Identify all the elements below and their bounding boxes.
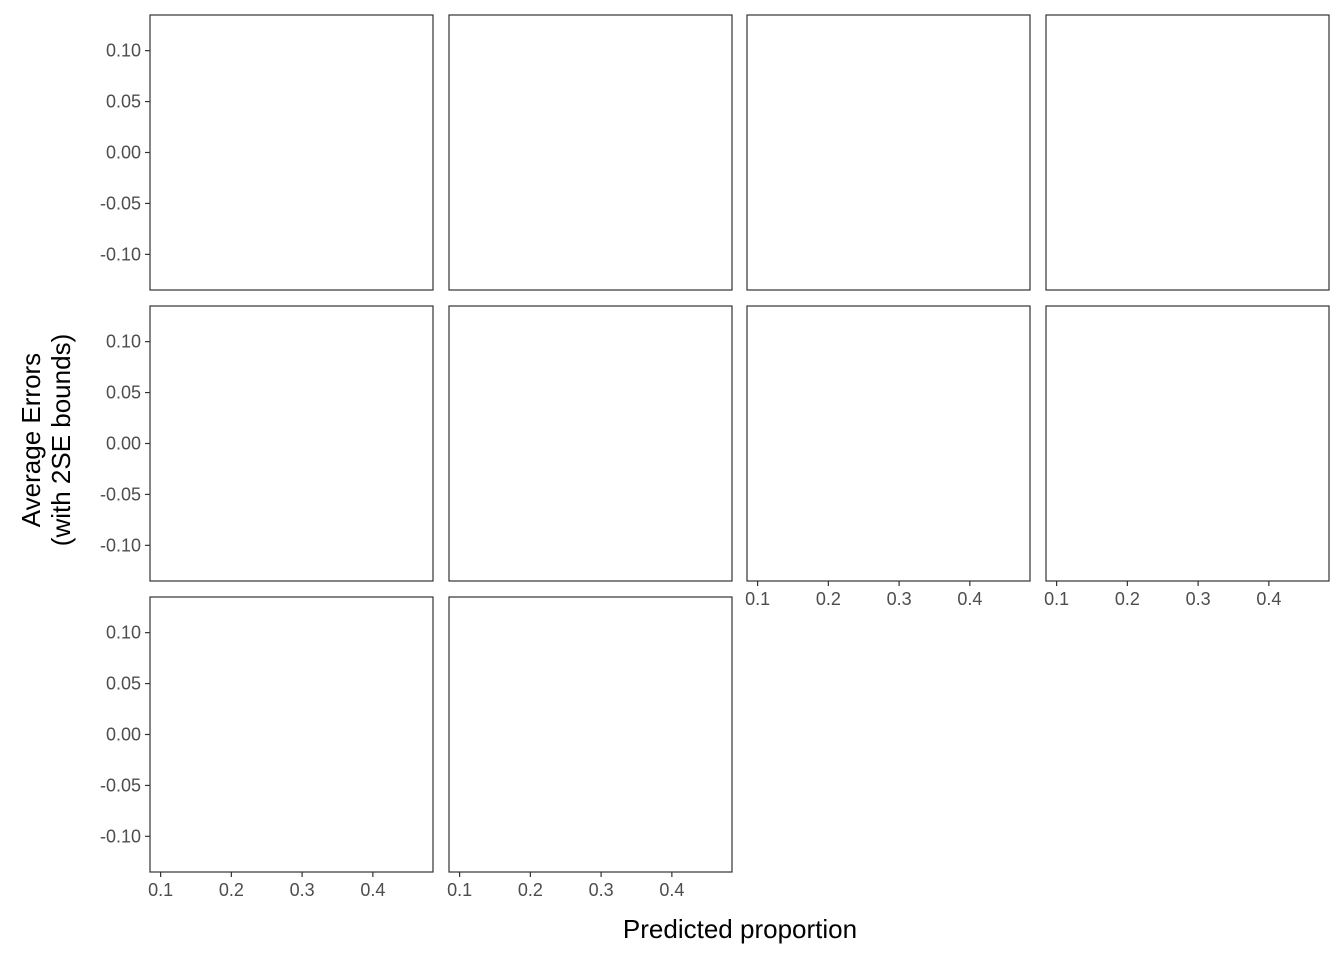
y-axis-title: Average Errors(with 2SE bounds) [16,334,76,546]
facet-panel-1: -0.10 -0.05 0.00 0.05 0.10 [100,14,434,291]
facet-panel-6 [448,305,733,582]
facet-panel-8: 0.1 0.2 0.3 0.4 [1044,305,1330,609]
facet-panels: -0.10 -0.05 0.00 0.05 0.10 -0.10 -0.05 0.00 0.05… [100,14,1330,900]
y-tick-label: 0.10 [106,623,141,643]
y-tick-label: 0.10 [106,332,141,352]
facet-panel-7: 0.1 0.2 0.3 0.4 [745,305,1031,609]
panel-border [448,305,733,582]
y-tick-label: 0.00 [106,725,141,745]
y-tick-label: -0.05 [100,775,141,795]
x-axis-title: Predicted proportion [623,914,857,944]
x-tick-label: 0.3 [1186,589,1211,609]
panel-border [746,14,1031,291]
x-tick-label: 0.1 [745,589,770,609]
panel-border [1045,14,1330,291]
y-tick-label: 0.00 [106,143,141,163]
x-tick-label: 0.2 [219,880,244,900]
facet-panel-9: -0.10 -0.05 0.00 0.05 0.10 0.1 0.2 0.3 0.4 [100,596,434,900]
x-tick-label: 0.4 [360,880,385,900]
y-tick-label: 0.05 [106,92,141,112]
x-tick-label: 0.1 [148,880,173,900]
y-tick-label: -0.10 [100,826,141,846]
y-tick-label: 0.05 [106,383,141,403]
facet-panel-3 [746,14,1031,291]
x-tick-label: 0.3 [589,880,614,900]
y-axis-title-line: Average Errors [16,353,46,527]
x-tick-label: 0.4 [1256,589,1281,609]
y-tick-label: 0.05 [106,674,141,694]
y-tick-label: -0.05 [100,484,141,504]
panel-border [149,596,434,873]
x-tick-label: 0.4 [659,880,684,900]
y-tick-label: -0.05 [100,193,141,213]
panel-border [149,305,434,582]
x-tick-label: 0.3 [290,880,315,900]
x-tick-label: 0.2 [518,880,543,900]
y-tick-label: -0.10 [100,244,141,264]
x-tick-label: 0.4 [957,589,982,609]
x-tick-label: 0.3 [887,589,912,609]
x-tick-label: 0.2 [1115,589,1140,609]
panel-border [448,14,733,291]
facet-panel-10: 0.1 0.2 0.3 0.4 [447,596,733,900]
y-axis-title-line: (with 2SE bounds) [46,334,76,546]
y-tick-label: -0.10 [100,535,141,555]
panel-border [448,596,733,873]
panel-border [746,305,1031,582]
y-tick-label: 0.00 [106,434,141,454]
x-tick-label: 0.1 [447,880,472,900]
facet-panel-4 [1045,14,1330,291]
x-tick-label: 0.1 [1044,589,1069,609]
y-tick-label: 0.10 [106,41,141,61]
panel-border [1045,305,1330,582]
facet-panel-2 [448,14,733,291]
x-tick-label: 0.2 [816,589,841,609]
facet-panel-5: -0.10 -0.05 0.00 0.05 0.10 [100,305,434,582]
panel-border [149,14,434,291]
